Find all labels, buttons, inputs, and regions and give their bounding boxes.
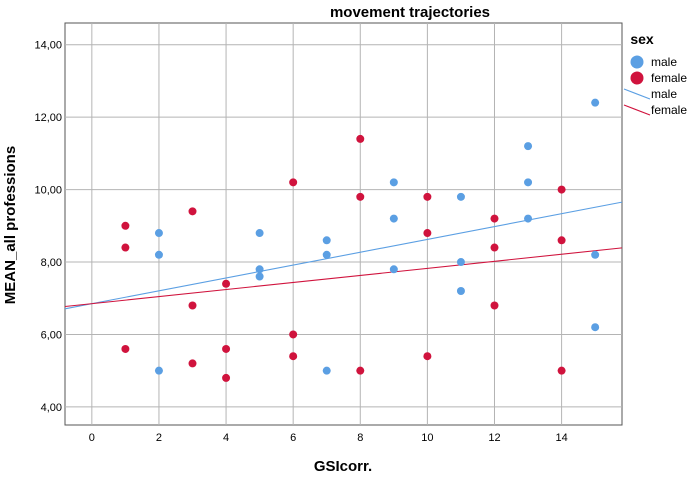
male-data-point bbox=[154, 366, 163, 375]
y-axis-title: MEAN_all professions bbox=[2, 146, 19, 304]
y-tick-label: 8,00 bbox=[41, 257, 62, 269]
female-data-point bbox=[188, 359, 197, 368]
male-data-point bbox=[389, 265, 398, 274]
male-data-point bbox=[322, 250, 331, 259]
male-data-point bbox=[456, 258, 465, 267]
x-tick-label: 6 bbox=[290, 432, 296, 444]
x-tick-label: 2 bbox=[156, 432, 162, 444]
legend-male-line bbox=[623, 88, 651, 100]
male-data-point bbox=[524, 214, 533, 223]
female-data-point bbox=[121, 221, 130, 230]
female-data-point bbox=[423, 352, 432, 361]
male-data-point bbox=[591, 98, 600, 107]
plot-frame bbox=[64, 22, 623, 426]
x-tick-label: 0 bbox=[89, 432, 95, 444]
female-data-point bbox=[188, 301, 197, 310]
y-tick-label: 4,00 bbox=[41, 402, 62, 414]
female-data-point bbox=[289, 330, 298, 339]
y-tick-label: 14,00 bbox=[34, 40, 62, 52]
female-data-point bbox=[423, 192, 432, 201]
legend-male-label: male bbox=[651, 55, 677, 69]
male-data-point bbox=[255, 229, 264, 238]
legend-male-label: male bbox=[651, 87, 677, 101]
female-data-point bbox=[222, 279, 231, 288]
x-tick-label: 12 bbox=[488, 432, 500, 444]
female-data-point bbox=[423, 229, 432, 238]
x-tick-label: 10 bbox=[421, 432, 433, 444]
y-tick-label: 10,00 bbox=[34, 185, 62, 197]
y-axis-ticks: 4,00 6,00 8,00 10,00 12,00 14,00 bbox=[34, 40, 62, 414]
female-data-point bbox=[289, 352, 298, 361]
female-data-point bbox=[557, 185, 566, 194]
female-data-point bbox=[222, 344, 231, 353]
legend-female-label: female bbox=[651, 71, 687, 85]
female-data-point bbox=[490, 214, 499, 223]
male-data-point bbox=[389, 214, 398, 223]
female-data-point bbox=[121, 243, 130, 252]
x-tick-label: 8 bbox=[357, 432, 363, 444]
female-data-point bbox=[490, 243, 499, 252]
x-axis-ticks: 0 2 4 6 8 10 12 14 bbox=[89, 432, 568, 444]
legend-male-marker bbox=[630, 55, 644, 69]
female-data-point bbox=[356, 192, 365, 201]
x-tick-label: 14 bbox=[555, 432, 567, 444]
male-data-point bbox=[591, 250, 600, 259]
male-data-point bbox=[591, 323, 600, 332]
male-data-point bbox=[154, 229, 163, 238]
female-data-point bbox=[188, 207, 197, 216]
x-axis-title: GSIcorr. bbox=[314, 458, 372, 475]
y-tick-label: 6,00 bbox=[41, 329, 62, 341]
y-tick-label: 12,00 bbox=[34, 112, 62, 124]
male-data-point bbox=[456, 192, 465, 201]
gridlines bbox=[65, 23, 622, 425]
female-data-point bbox=[557, 236, 566, 245]
male-data-point bbox=[389, 178, 398, 187]
female-data-point bbox=[222, 373, 231, 382]
legend-entries: male female male female bbox=[623, 55, 687, 117]
legend-title: sex bbox=[630, 31, 654, 47]
plot-area bbox=[64, 22, 623, 426]
legend-female-line bbox=[623, 104, 651, 116]
male-data-point bbox=[255, 265, 264, 274]
female-data-point bbox=[356, 134, 365, 143]
female-data-point bbox=[557, 366, 566, 375]
legend: sex male female male female bbox=[623, 31, 687, 117]
male-data-point bbox=[322, 366, 331, 375]
chart-title: movement trajectories bbox=[330, 4, 490, 21]
legend-female-marker bbox=[630, 71, 644, 85]
male-data-point bbox=[255, 272, 264, 281]
female-data-point bbox=[356, 366, 365, 375]
female-data-point bbox=[121, 344, 130, 353]
x-tick-label: 4 bbox=[223, 432, 229, 444]
female-data-point bbox=[289, 178, 298, 187]
male-data-point bbox=[456, 287, 465, 295]
data-points bbox=[121, 98, 600, 382]
male-data-point bbox=[524, 142, 533, 151]
female-data-point bbox=[490, 301, 499, 310]
legend-female-label: female bbox=[651, 103, 687, 117]
male-data-point bbox=[154, 250, 163, 259]
male-data-point bbox=[322, 236, 331, 245]
female-fit-line bbox=[64, 247, 623, 308]
male-data-point bbox=[524, 178, 533, 187]
